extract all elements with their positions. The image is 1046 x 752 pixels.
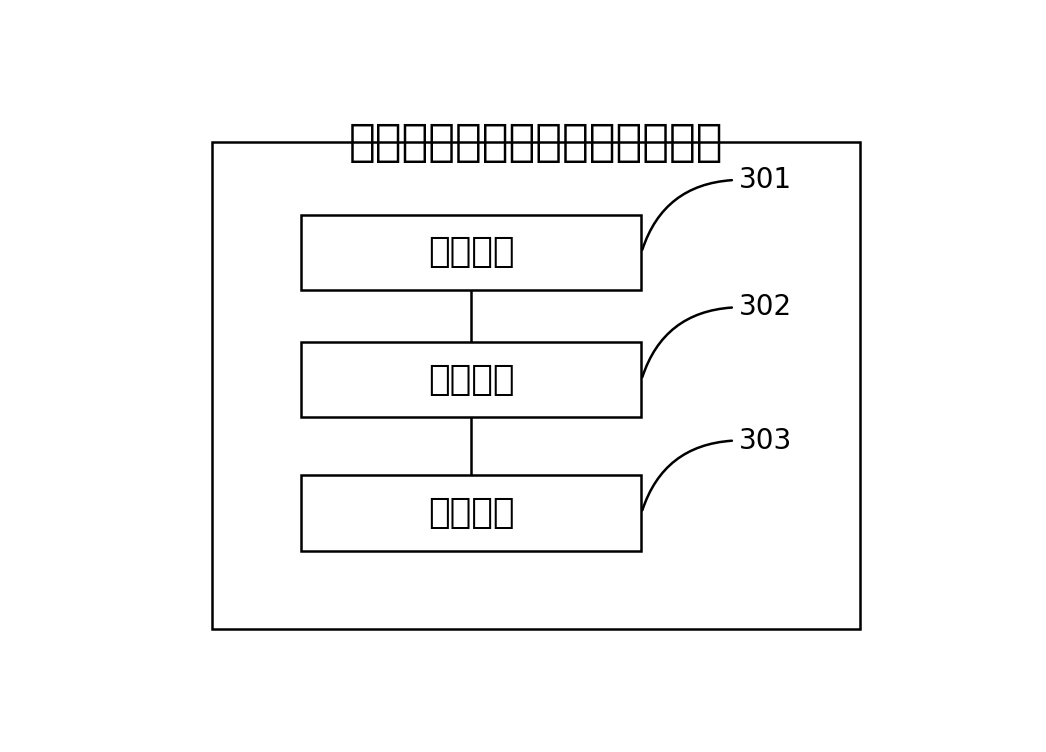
Text: 确定单元: 确定单元 [428,235,515,269]
Bar [211,142,860,629]
Text: 303: 303 [738,426,792,454]
FancyArrowPatch shape [642,180,732,250]
Bar [301,342,641,417]
Bar [301,475,641,550]
FancyArrowPatch shape [642,441,732,511]
Text: 302: 302 [738,293,792,321]
Text: 存储单元: 存储单元 [428,496,515,530]
Bar [301,215,641,290]
Text: 产品主数据信息自动传输的装置: 产品主数据信息自动传输的装置 [348,121,724,164]
FancyArrowPatch shape [642,308,732,377]
Text: 抓取单元: 抓取单元 [428,362,515,397]
Text: 301: 301 [738,166,792,194]
